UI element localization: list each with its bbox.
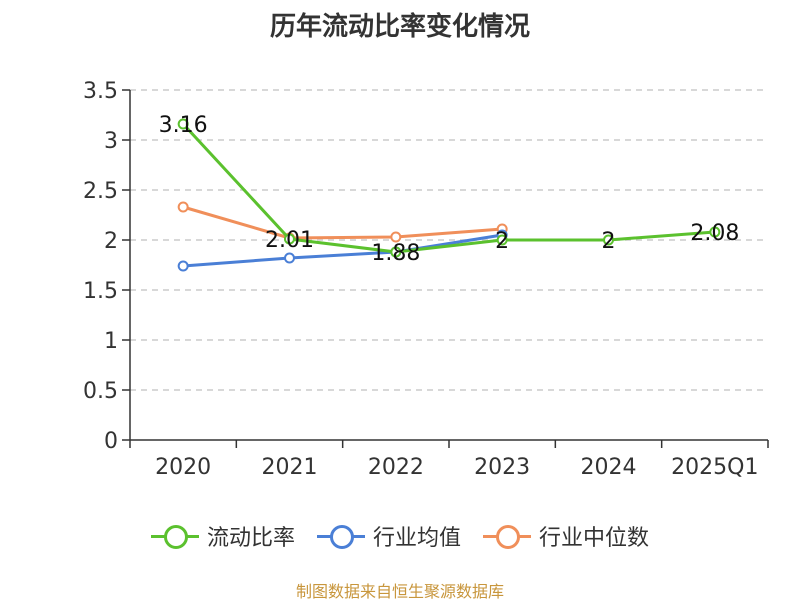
data-label: 2.08: [690, 221, 739, 246]
legend-label: 行业均值: [372, 526, 461, 551]
series-layer: [177, 118, 721, 272]
data-label: 3.16: [159, 113, 208, 138]
chart-title: 历年流动比率变化情况: [269, 12, 530, 42]
y-tick-label: 3: [104, 129, 118, 154]
legend: 流动比率 行业均值 行业中位数: [0, 518, 800, 554]
label-layer: 3.16 2.01 1.88 2 2 2.08: [159, 113, 740, 266]
data-point[interactable]: [390, 231, 402, 243]
data-label: 2: [495, 229, 509, 254]
series-line-0: [182, 122, 715, 254]
data-label: 1.88: [371, 241, 420, 266]
legend-label: 行业中位数: [539, 526, 650, 551]
data-label: 2: [602, 229, 616, 254]
x-tick-label: 2021: [262, 455, 318, 480]
legend-item[interactable]: 流动比率: [150, 518, 295, 554]
data-point[interactable]: [177, 260, 189, 272]
series-line-2: [182, 205, 503, 240]
x-tick-label: 2025Q1: [671, 455, 758, 480]
x-tick-label: 2023: [474, 455, 530, 480]
y-tick-label: 1: [104, 329, 118, 354]
y-tick-label: 0: [104, 429, 118, 454]
x-tick-label: 2020: [155, 455, 211, 480]
data-point[interactable]: [603, 234, 614, 246]
data-point[interactable]: [390, 246, 402, 258]
data-point[interactable]: [177, 201, 189, 213]
legend-item[interactable]: 行业均值: [316, 518, 461, 554]
grid-layer: [130, 89, 768, 391]
data-point[interactable]: [284, 233, 295, 245]
y-tick-label: 0.5: [83, 379, 118, 404]
y-tick-label: 2.5: [83, 179, 118, 204]
data-point[interactable]: [709, 226, 721, 238]
source-note: 制图数据来自恒生聚源数据库: [295, 582, 504, 601]
data-point[interactable]: [177, 118, 189, 130]
y-tick-label: 2: [104, 229, 118, 254]
legend-swatch: [150, 524, 199, 549]
x-tick-label: 2024: [581, 455, 637, 480]
legend-item[interactable]: 行业中位数: [483, 518, 649, 554]
data-point[interactable]: [284, 252, 295, 264]
y-tick-label: 3.5: [83, 79, 118, 104]
x-tick-label: 2022: [368, 455, 424, 480]
series-line-1: [183, 233, 503, 268]
data-label: 2.01: [265, 228, 314, 253]
legend-label: 流动比率: [206, 526, 295, 551]
legend-swatch: [483, 524, 531, 549]
y-tick-label: 1.5: [83, 279, 118, 304]
data-point[interactable]: [496, 234, 508, 246]
axis-layer: 0 0.5 1 1.5 2 2.5 3 3.5 2020 2021 2022 2023 2024 2025…: [83, 79, 769, 480]
legend-swatch: [316, 524, 365, 549]
